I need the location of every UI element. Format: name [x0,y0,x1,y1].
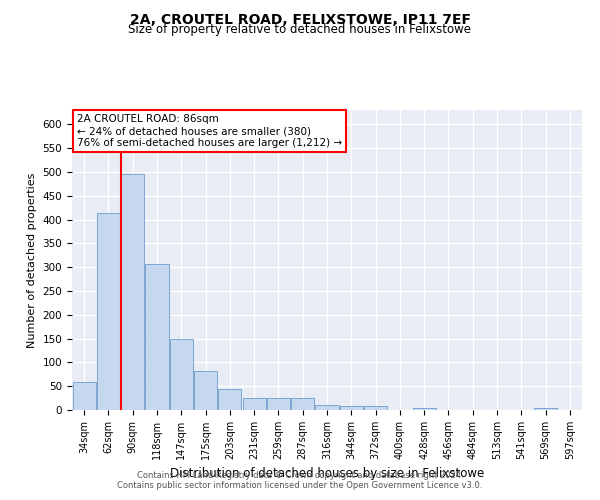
Bar [291,398,314,410]
Bar [121,174,144,410]
Text: Size of property relative to detached houses in Felixstowe: Size of property relative to detached ho… [128,22,472,36]
Bar [242,398,266,410]
Bar [145,264,169,410]
Bar [218,389,241,410]
Bar [97,214,120,410]
Text: Contains HM Land Registry data © Crown copyright and database right 2024.: Contains HM Land Registry data © Crown c… [137,470,463,480]
X-axis label: Distribution of detached houses by size in Felixstowe: Distribution of detached houses by size … [170,468,484,480]
Bar [534,408,557,410]
Bar [364,406,387,410]
Bar [340,406,363,410]
Bar [194,371,217,410]
Bar [316,405,338,410]
Text: 2A, CROUTEL ROAD, FELIXSTOWE, IP11 7EF: 2A, CROUTEL ROAD, FELIXSTOWE, IP11 7EF [130,12,470,26]
Bar [170,338,193,410]
Bar [267,398,290,410]
Bar [413,408,436,410]
Bar [73,382,95,410]
Text: 2A CROUTEL ROAD: 86sqm
← 24% of detached houses are smaller (380)
76% of semi-de: 2A CROUTEL ROAD: 86sqm ← 24% of detached… [77,114,342,148]
Y-axis label: Number of detached properties: Number of detached properties [27,172,37,348]
Text: Contains public sector information licensed under the Open Government Licence v3: Contains public sector information licen… [118,480,482,490]
